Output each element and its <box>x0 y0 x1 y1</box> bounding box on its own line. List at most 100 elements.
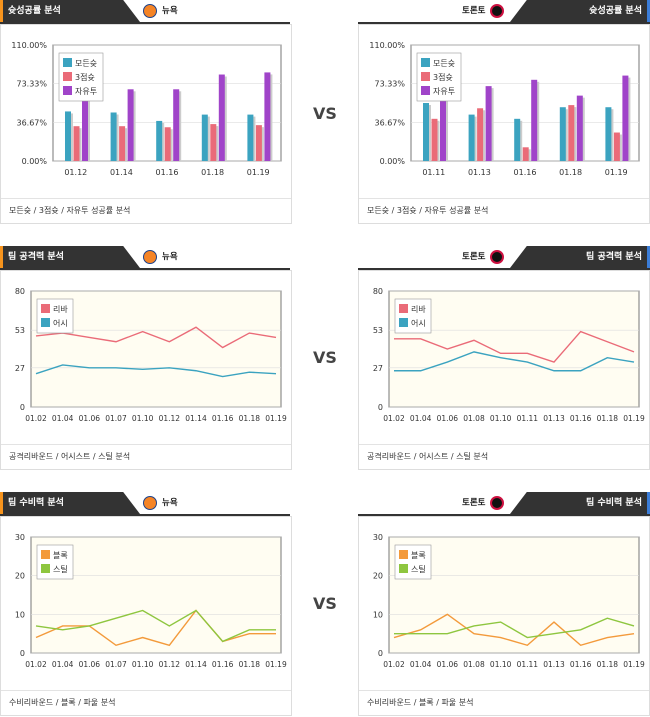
defense-section: 팀 수비력 분석 뉴욕 토론토 팀 수비력 분석 0 10 20 30 01.02 01.… <box>0 492 650 717</box>
y-tick-label: 36.67% <box>374 118 405 127</box>
bar <box>423 103 429 161</box>
left-footer: 모든슛 / 3점슛 / 자유투 성공률 분석 <box>1 198 291 222</box>
right-team-name: 토론토 <box>462 6 486 16</box>
y-tick-label: 73.33% <box>16 80 47 89</box>
bar <box>201 114 208 161</box>
x-tick-label: 01.16 <box>212 414 234 423</box>
left-shooting-chart: 0.00% 36.67% 73.33% 110.00% 01.12 01.14 01.16 0… <box>11 41 282 177</box>
vs-label: VS <box>313 594 337 613</box>
legend-label: 모든슛 <box>433 59 455 68</box>
x-tick-label: 01.14 <box>185 414 207 423</box>
offense-section: 팀 공격력 분석 뉴욕 토론토 팀 공격력 분석 0 27 53 80 01.02 01.… <box>0 246 650 486</box>
bar <box>531 79 538 161</box>
x-tick-label: 01.08 <box>463 660 485 669</box>
right-header: 토론토 팀 공격력 분석 <box>358 246 650 270</box>
x-tick-label: 01.04 <box>410 660 432 669</box>
bar <box>173 89 180 161</box>
series-line <box>35 609 276 643</box>
y-tick-label: 10 <box>373 610 383 619</box>
left-team-name: 뉴욕 <box>162 252 178 262</box>
series-line <box>35 364 277 378</box>
left-section-title: 팀 공격력 분석 <box>0 246 140 268</box>
right-chart-panel: 0 27 53 80 01.02 01.04 01.06 01.08 01.10 01.11 01.… <box>358 270 650 470</box>
legend-swatch <box>41 304 50 313</box>
y-tick-label: 27 <box>373 364 383 373</box>
y-tick-label: 110.00% <box>11 41 47 50</box>
x-tick-label: 01.18 <box>559 168 582 177</box>
y-tick-label: 36.67% <box>16 118 47 127</box>
y-tick-label: 20 <box>15 572 25 581</box>
y-tick-label: 27 <box>15 364 25 373</box>
left-header: 슛성공률 분석 뉴욕 <box>0 0 290 24</box>
x-tick-label: 01.19 <box>623 660 645 669</box>
bar <box>82 72 88 161</box>
x-tick-label: 01.16 <box>570 660 592 669</box>
legend-swatch <box>421 86 430 95</box>
legend-label: 블록 <box>411 550 426 560</box>
bar <box>568 105 575 161</box>
y-tick-label: 110.00% <box>369 41 405 50</box>
x-tick-label: 01.10 <box>132 660 154 669</box>
legend-label: 3점슛 <box>75 72 95 82</box>
left-team-name: 뉴욕 <box>162 6 178 16</box>
bar <box>477 108 484 161</box>
left-footer: 수비리바운드 / 블록 / 파울 분석 <box>1 690 291 714</box>
x-tick-label: 01.07 <box>105 414 127 423</box>
x-tick-label: 01.19 <box>265 414 287 423</box>
legend-label: 모든슛 <box>75 59 97 68</box>
legend-label: 3점슛 <box>433 72 453 82</box>
series-line <box>394 330 635 363</box>
bar <box>485 86 492 161</box>
legend-swatch <box>421 58 430 67</box>
bar <box>576 95 583 161</box>
legend-swatch <box>399 564 408 573</box>
bar <box>110 112 117 161</box>
y-tick-label: 80 <box>373 287 383 296</box>
x-tick-label: 01.11 <box>422 168 445 177</box>
y-tick-label: 0 <box>378 649 383 658</box>
right-shooting-chart: 0.00% 36.67% 73.33% 110.00% 01.11 01.13 01.16 0… <box>369 41 640 177</box>
y-tick-label: 0.00% <box>22 157 48 166</box>
left-chart-panel: 0 10 20 30 01.02 01.04 01.06 01.07 01.10 01.12 01.… <box>0 516 292 716</box>
y-tick-label: 10 <box>15 610 25 619</box>
bar <box>264 72 271 161</box>
x-tick-label: 01.06 <box>437 660 459 669</box>
right-defense-chart: 0 10 20 30 01.02 01.04 01.06 01.08 01.10 01.11 01.… <box>373 533 645 669</box>
x-tick-label: 01.19 <box>247 168 270 177</box>
left-header: 팀 수비력 분석 뉴욕 <box>0 492 290 516</box>
left-team-name: 뉴욕 <box>162 498 178 508</box>
raptors-logo-icon <box>490 4 504 18</box>
right-chart-panel: 0 10 20 30 01.02 01.04 01.06 01.08 01.10 01.11 01.… <box>358 516 650 716</box>
vs-label: VS <box>313 104 337 123</box>
series-line <box>35 326 277 349</box>
x-tick-label: 01.04 <box>52 660 74 669</box>
x-tick-label: 01.14 <box>185 660 207 669</box>
x-tick-label: 01.11 <box>517 660 539 669</box>
bar <box>73 126 80 161</box>
x-tick-label: 01.08 <box>463 414 485 423</box>
legend-swatch <box>399 550 408 559</box>
right-footer: 수비리바운드 / 블록 / 파울 분석 <box>359 690 649 714</box>
x-tick-label: 01.16 <box>212 660 234 669</box>
x-tick-label: 01.02 <box>25 414 47 423</box>
left-header: 팀 공격력 분석 뉴욕 <box>0 246 290 270</box>
series-line <box>394 617 635 639</box>
raptors-logo-icon <box>490 250 504 264</box>
bar <box>522 147 529 161</box>
bar <box>431 118 438 161</box>
legend-swatch <box>63 72 72 81</box>
bar <box>255 125 262 161</box>
series-line <box>35 609 276 647</box>
x-tick-label: 01.13 <box>543 660 565 669</box>
x-tick-label: 01.02 <box>383 414 405 423</box>
x-tick-label: 01.12 <box>159 414 181 423</box>
legend-label: 어시 <box>411 318 426 328</box>
series-line <box>393 613 635 647</box>
left-chart-panel: 0.00% 36.67% 73.33% 110.00% 01.12 01.14 01.16 0… <box>0 24 292 224</box>
left-footer: 공격리바운드 / 어시스트 / 스틸 분석 <box>1 444 291 468</box>
raptors-logo-icon <box>490 496 504 510</box>
x-tick-label: 01.13 <box>543 414 565 423</box>
bar <box>156 120 163 161</box>
right-header: 토론토 팀 수비력 분석 <box>358 492 650 516</box>
legend-label: 리바 <box>411 304 426 314</box>
